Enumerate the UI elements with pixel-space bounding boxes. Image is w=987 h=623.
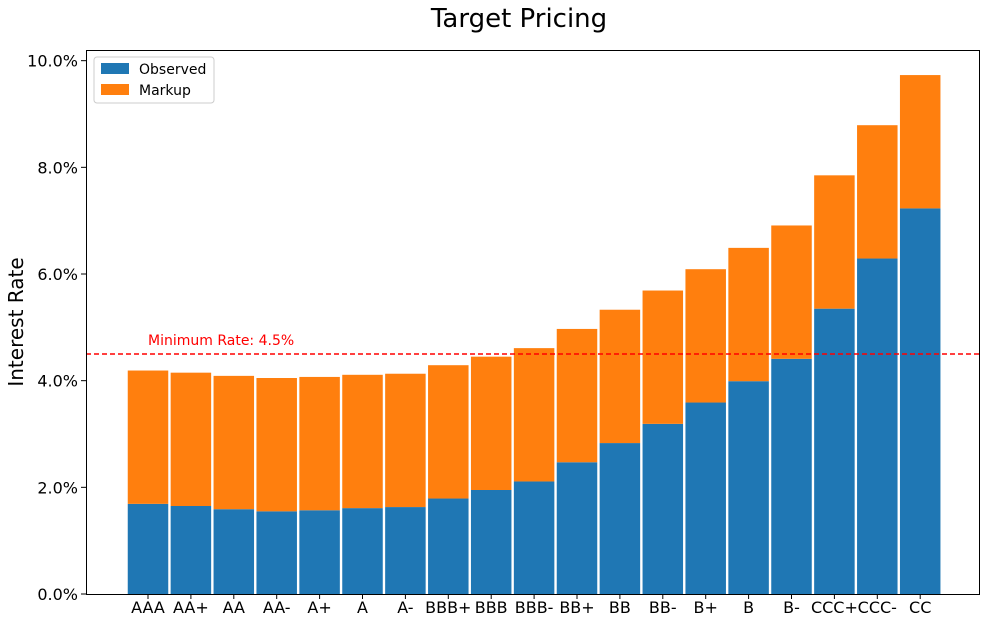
x-tick-label: A <box>357 598 368 617</box>
bar-observed-bbb <box>470 490 512 594</box>
bar-markup-aa-minus <box>256 378 297 512</box>
bar-observed-b <box>728 381 769 594</box>
bar-observed-a-minus <box>385 507 426 594</box>
y-tick-label: 0.0% <box>37 585 78 604</box>
y-tick-label: 2.0% <box>37 478 78 497</box>
x-tick-label: AAA <box>131 598 165 617</box>
bar-markup-bb <box>599 309 641 444</box>
bar-observed-ccc-minus <box>857 258 898 594</box>
bar-markup-ccc-plus <box>814 175 855 309</box>
bar-markup-aa <box>213 375 255 510</box>
legend-swatch-markup <box>101 84 129 95</box>
bar-markup-bb-minus <box>642 290 684 424</box>
x-tick-label: BBB+ <box>425 598 471 617</box>
bar-markup-a <box>342 374 383 509</box>
reference-line-label: Minimum Rate: 4.5% <box>148 333 294 349</box>
x-tick-label: CCC+ <box>811 598 858 617</box>
bar-markup-a-minus <box>385 373 426 508</box>
bar-observed-ccc-plus <box>814 308 855 594</box>
y-axis: 0.0% 2.0% 4.0% 6.0% 8.0% 10.0% <box>27 52 86 604</box>
bar-markup-cc <box>899 75 941 209</box>
bar-markup-aaa <box>127 370 169 504</box>
legend-swatch-observed <box>101 63 129 74</box>
plot-frame <box>86 50 980 595</box>
x-tick-label: B- <box>783 598 800 617</box>
x-tick-label: AA+ <box>173 598 209 617</box>
legend: Observed Markup <box>93 56 215 104</box>
bar-markup-b-minus <box>771 225 812 359</box>
bar-markup-bb-plus <box>556 328 598 463</box>
x-tick-label: BB <box>609 598 631 617</box>
x-tick-label: A+ <box>307 598 331 617</box>
x-tick-label: A- <box>397 598 413 617</box>
bar-markup-b <box>728 247 769 382</box>
bars-layer <box>127 75 941 594</box>
reference-line-layer: Minimum Rate: 4.5% <box>86 333 979 355</box>
legend-label-markup: Markup <box>139 83 191 99</box>
bar-markup-a-plus <box>299 376 340 511</box>
x-tick-label: AA <box>223 598 245 617</box>
x-tick-label: B <box>743 598 754 617</box>
bar-observed-cc <box>899 208 941 594</box>
x-tick-label: BB- <box>649 598 677 617</box>
x-tick-label: AA- <box>263 598 291 617</box>
x-tick-label: CC <box>909 598 931 617</box>
bar-observed-bb <box>599 443 641 594</box>
bar-observed-bbb-plus <box>428 498 469 594</box>
y-axis-label: Interest Rate <box>4 257 28 386</box>
bar-observed-aa <box>213 509 255 594</box>
bar-markup-ccc-minus <box>857 125 898 259</box>
x-tick-label: BBB <box>475 598 508 617</box>
bar-markup-bbb <box>470 356 512 490</box>
chart-title: Target Pricing <box>430 4 607 34</box>
bar-observed-aa-plus <box>170 506 212 594</box>
bar-observed-aaa <box>127 503 169 594</box>
bar-observed-a <box>342 508 383 594</box>
x-axis: AAA AA+ AA AA- A+ A A- BBB+ BBB BBB- BB+ BB BB- B+ B B-… <box>131 594 931 617</box>
bar-markup-bbb-minus <box>513 348 555 482</box>
bar-observed-bbb-minus <box>513 481 555 594</box>
legend-label-observed: Observed <box>139 62 206 78</box>
bar-markup-b-plus <box>685 269 726 403</box>
y-tick-label: 10.0% <box>27 52 78 71</box>
bar-observed-b-minus <box>771 358 812 594</box>
x-tick-label: BBB- <box>515 598 554 617</box>
x-tick-label: CCC- <box>858 598 897 617</box>
x-tick-label: B+ <box>694 598 718 617</box>
bar-observed-bb-minus <box>642 423 684 594</box>
y-tick-label: 6.0% <box>37 265 78 284</box>
y-tick-label: 8.0% <box>37 158 78 177</box>
bar-observed-b-plus <box>685 402 726 594</box>
bar-observed-bb-plus <box>556 462 598 594</box>
bar-markup-aa-plus <box>170 372 212 506</box>
bar-observed-aa-minus <box>256 511 297 594</box>
y-tick-label: 4.0% <box>37 372 78 391</box>
x-tick-label: BB+ <box>559 598 594 617</box>
bar-observed-a-plus <box>299 510 340 594</box>
bar-markup-bbb-plus <box>428 365 469 499</box>
